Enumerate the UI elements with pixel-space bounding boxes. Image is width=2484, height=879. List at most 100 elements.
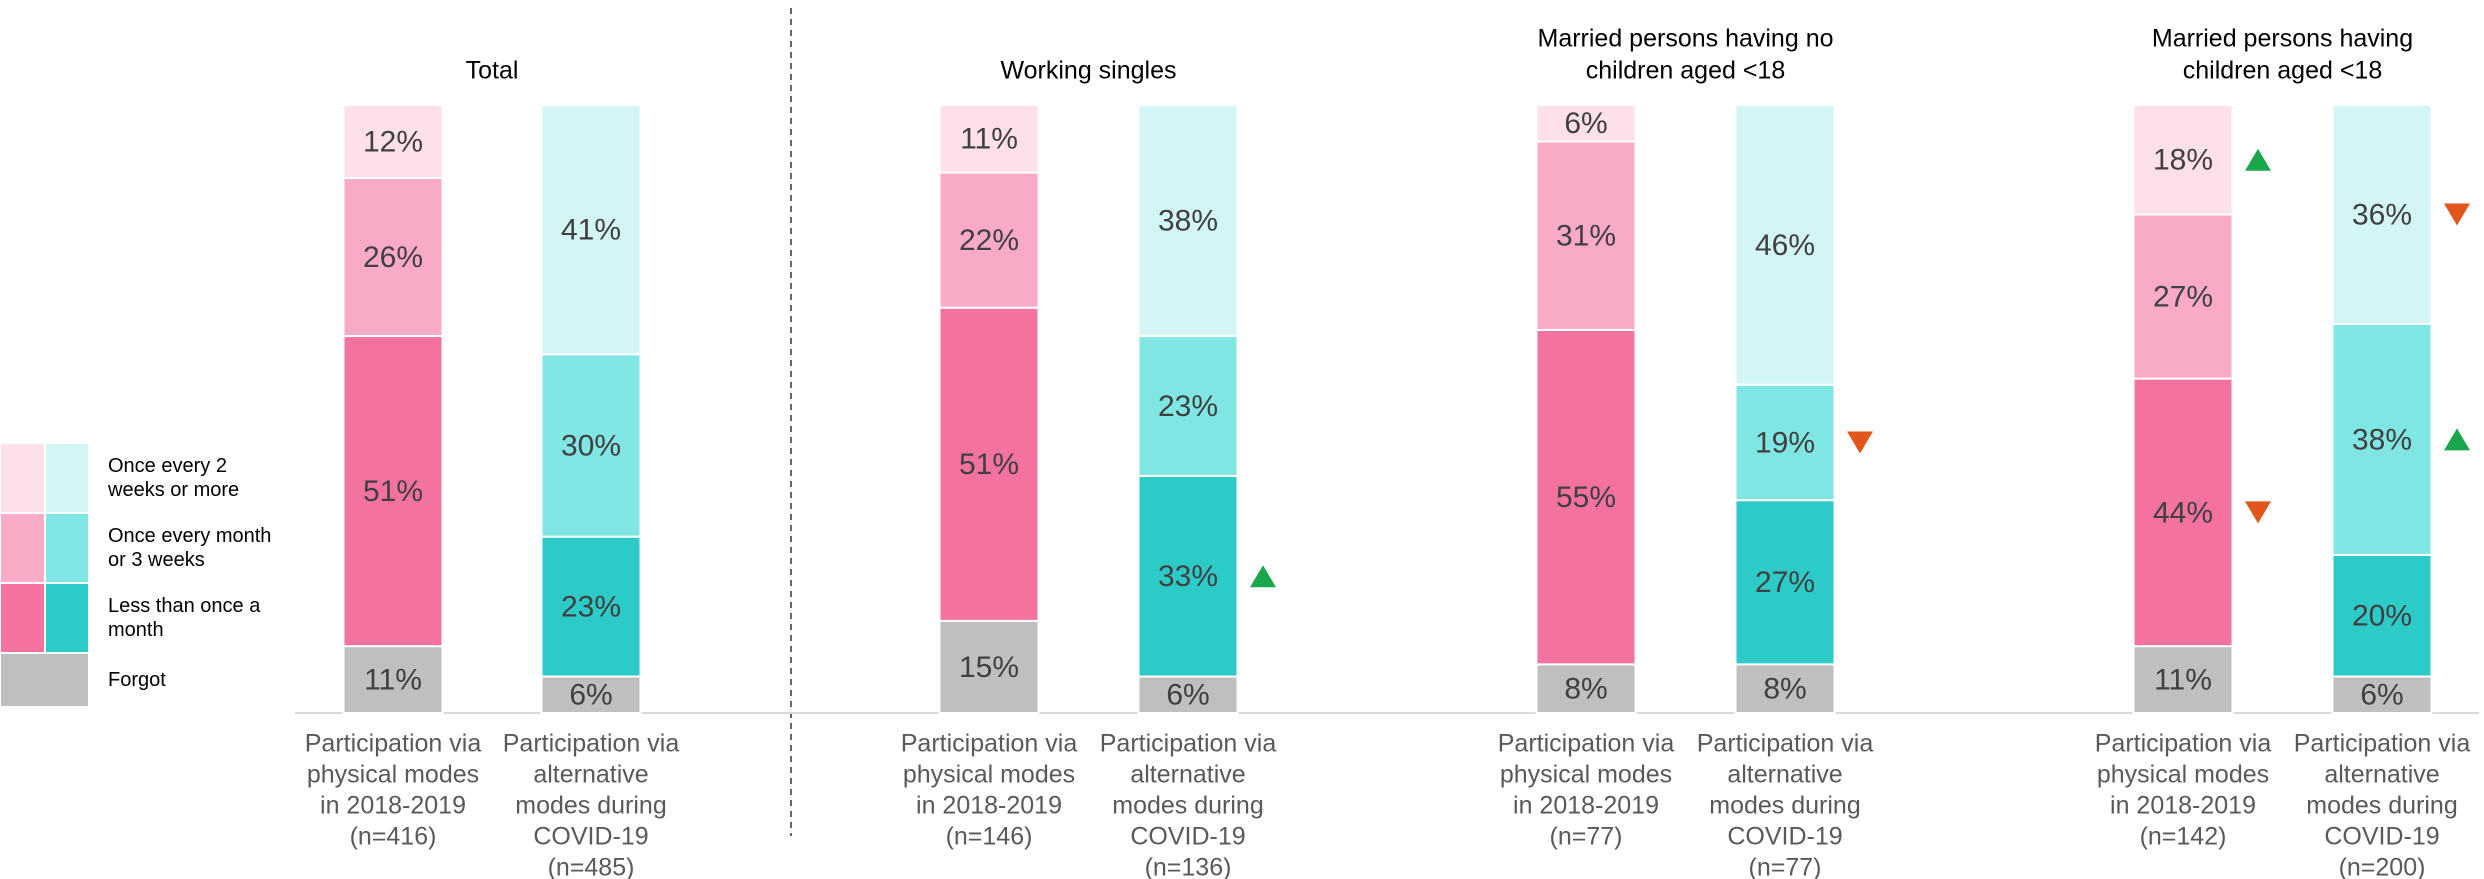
category-label: in 2018-2019 (2110, 792, 2256, 820)
category-label: in 2018-2019 (1513, 792, 1659, 820)
legend-swatch (44, 512, 90, 584)
panel-title: children aged <18 (2183, 57, 2382, 85)
data-label: 6% (2360, 679, 2403, 712)
data-label: 27% (1755, 566, 1815, 599)
category-label: alternative (1727, 761, 1842, 789)
bar-segment (938, 619, 1040, 714)
data-label: 6% (1564, 107, 1607, 140)
category-label: in 2018-2019 (916, 792, 1062, 820)
panel-title: Total (466, 57, 519, 85)
category-label: (n=142) (2140, 823, 2227, 851)
data-label: 46% (1755, 229, 1815, 262)
data-label: 11% (2154, 663, 2212, 696)
category-label: (n=77) (1749, 854, 1822, 879)
data-label: 22% (959, 224, 1019, 257)
significance-marker (2444, 203, 2470, 226)
legend-swatch (0, 442, 46, 514)
data-label: 26% (363, 241, 423, 274)
significance-marker (1847, 431, 1873, 454)
bar-segment (1734, 499, 1836, 666)
category-label: COVID-19 (1130, 823, 1245, 851)
data-label: 6% (569, 679, 612, 712)
significance-marker (2245, 501, 2271, 524)
bar-segment (1137, 675, 1239, 715)
legend-swatch (44, 442, 90, 514)
category-label: alternative (2324, 761, 2439, 789)
category-label: physical modes (2097, 761, 2269, 789)
data-label: 38% (1158, 204, 1218, 237)
category-label: (n=200) (2339, 854, 2426, 879)
legend-swatch (0, 652, 90, 708)
bar-segment (540, 104, 642, 356)
legend-swatch (0, 512, 46, 584)
bar-segment (540, 353, 642, 538)
significance-marker (2245, 148, 2271, 171)
category-label: in 2018-2019 (320, 792, 466, 820)
panel-title: Married persons having (2152, 25, 2413, 53)
category-label: Participation via (1498, 730, 1675, 758)
category-label: Participation via (305, 730, 482, 758)
data-label: 20% (2352, 600, 2412, 633)
bar-segment (1137, 335, 1239, 477)
bar-segment (938, 306, 1040, 622)
bar-segment (2132, 104, 2234, 216)
bar-segment (342, 104, 444, 179)
significance-marker (2444, 428, 2470, 451)
category-label: modes during (515, 792, 666, 820)
data-label: 23% (561, 591, 621, 624)
legend-label: Once every 2 weeks or more (108, 455, 240, 501)
data-label: 18% (2153, 144, 2213, 177)
category-label: modes during (2306, 792, 2457, 820)
category-label: (n=77) (1550, 823, 1623, 851)
bar-segment (1535, 140, 1637, 331)
data-label: 12% (363, 125, 423, 158)
category-label: COVID-19 (1727, 823, 1842, 851)
category-label: (n=136) (1145, 854, 1232, 879)
category-label: Participation via (901, 730, 1078, 758)
bar-segment (2132, 213, 2234, 380)
data-label: 51% (363, 475, 423, 508)
bar-segment (938, 171, 1040, 309)
category-label: physical modes (903, 761, 1075, 789)
data-label: 27% (2153, 280, 2213, 313)
legend-label: Forgot (108, 669, 166, 691)
data-label: 6% (1166, 679, 1209, 712)
bar-segment (1137, 104, 1239, 338)
bar-segment (1535, 328, 1637, 666)
category-label: (n=146) (946, 823, 1033, 851)
category-label: Participation via (1100, 730, 1277, 758)
data-label: 55% (1556, 481, 1616, 514)
bar-segment (938, 104, 1040, 174)
data-label: 15% (959, 651, 1019, 684)
data-label: 8% (1763, 673, 1806, 706)
bar-segment (1734, 104, 1836, 386)
bar-segment (342, 335, 444, 648)
bar-segment (2331, 104, 2433, 325)
data-label: 36% (2352, 198, 2412, 231)
data-label: 41% (561, 214, 621, 247)
bar-segment (1137, 474, 1239, 678)
category-label: (n=485) (548, 854, 635, 879)
legend-swatch (0, 582, 46, 654)
category-label: modes during (1112, 792, 1263, 820)
legend-swatch (44, 582, 90, 654)
bar-segment (2132, 645, 2234, 714)
category-label: Participation via (503, 730, 680, 758)
bar-segment (1535, 104, 1637, 143)
category-label: Participation via (2294, 730, 2471, 758)
bar-segment (2331, 553, 2433, 678)
bar-segment (540, 675, 642, 715)
category-label: COVID-19 (533, 823, 648, 851)
category-label: (n=416) (350, 823, 437, 851)
bar-segment (540, 535, 642, 678)
significance-marker (1250, 565, 1276, 588)
bar-segment (2331, 322, 2433, 556)
category-label: Participation via (2095, 730, 2272, 758)
category-label: alternative (1130, 761, 1245, 789)
data-label: 31% (1556, 220, 1616, 253)
data-label: 8% (1564, 673, 1607, 706)
data-label: 44% (2153, 496, 2213, 529)
data-label: 51% (959, 448, 1019, 481)
